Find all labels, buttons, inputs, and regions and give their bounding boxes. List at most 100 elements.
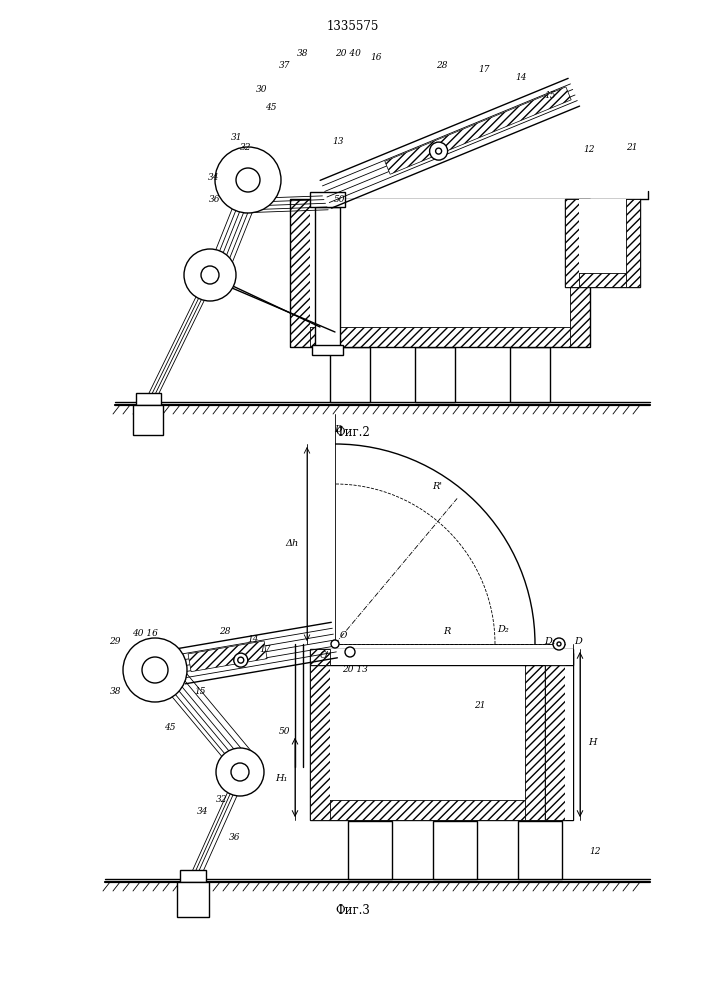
Circle shape xyxy=(553,638,565,650)
Text: 29: 29 xyxy=(110,638,121,647)
Bar xyxy=(545,649,565,665)
Text: 12: 12 xyxy=(583,145,595,154)
Text: 45: 45 xyxy=(265,104,276,112)
Bar xyxy=(433,821,477,879)
Bar xyxy=(525,665,545,820)
Text: 14: 14 xyxy=(247,636,259,645)
Circle shape xyxy=(345,647,355,657)
Text: 17: 17 xyxy=(259,646,271,654)
Circle shape xyxy=(236,168,260,192)
Polygon shape xyxy=(385,87,571,174)
Text: 12: 12 xyxy=(589,848,601,856)
Bar xyxy=(310,649,330,665)
Bar xyxy=(415,347,455,402)
Bar xyxy=(565,653,573,820)
Text: 37: 37 xyxy=(279,62,291,70)
Bar xyxy=(290,199,590,347)
Bar xyxy=(330,649,553,665)
Text: H₁: H₁ xyxy=(275,774,287,783)
Circle shape xyxy=(331,640,339,648)
Bar xyxy=(310,649,573,665)
Bar xyxy=(312,345,343,355)
Text: 21: 21 xyxy=(474,700,486,710)
Text: 38: 38 xyxy=(110,688,122,696)
Text: 38: 38 xyxy=(297,49,309,58)
Circle shape xyxy=(231,763,249,781)
Text: 31: 31 xyxy=(231,132,243,141)
Bar xyxy=(180,870,206,882)
Bar xyxy=(310,192,345,207)
Text: D₂: D₂ xyxy=(497,624,509,634)
Bar xyxy=(330,665,525,800)
Circle shape xyxy=(184,249,236,301)
Bar xyxy=(579,199,626,273)
Text: 34: 34 xyxy=(197,808,209,816)
Bar xyxy=(545,653,573,820)
Text: 45: 45 xyxy=(164,724,176,732)
Text: 13: 13 xyxy=(332,137,344,146)
Text: 17: 17 xyxy=(478,66,490,75)
Text: Фиг.2: Фиг.2 xyxy=(336,426,370,440)
Circle shape xyxy=(430,142,448,160)
Bar xyxy=(290,327,590,347)
Text: 1335575: 1335575 xyxy=(327,19,379,32)
Bar xyxy=(518,821,562,879)
Text: 50: 50 xyxy=(334,196,346,205)
Text: 50: 50 xyxy=(279,728,291,736)
Text: 28: 28 xyxy=(436,60,448,70)
Text: 21: 21 xyxy=(626,142,638,151)
Text: 15: 15 xyxy=(194,688,206,696)
Text: 32: 32 xyxy=(216,796,228,804)
Text: 20 13: 20 13 xyxy=(342,666,368,674)
Circle shape xyxy=(123,638,187,702)
Bar xyxy=(310,199,570,327)
Bar xyxy=(310,665,545,820)
Bar xyxy=(133,405,163,435)
Bar xyxy=(570,199,590,347)
Circle shape xyxy=(215,147,281,213)
Bar xyxy=(177,882,209,917)
Bar xyxy=(348,821,392,879)
Text: D: D xyxy=(334,424,342,434)
Circle shape xyxy=(216,748,264,796)
Text: 20 40: 20 40 xyxy=(335,48,361,57)
Bar xyxy=(510,347,550,402)
Text: Фиг.3: Фиг.3 xyxy=(336,904,370,916)
Polygon shape xyxy=(188,641,267,672)
Text: O': O' xyxy=(320,652,330,660)
Bar xyxy=(626,199,640,287)
Text: H: H xyxy=(588,738,596,747)
Text: 36: 36 xyxy=(209,196,221,205)
Circle shape xyxy=(201,266,219,284)
Text: 15: 15 xyxy=(544,91,556,100)
Text: 36: 36 xyxy=(229,832,241,842)
Bar xyxy=(136,393,161,405)
Text: 34: 34 xyxy=(209,172,220,182)
Bar xyxy=(525,649,573,665)
Text: 28: 28 xyxy=(219,628,230,637)
Circle shape xyxy=(557,642,561,646)
Text: 14: 14 xyxy=(515,74,527,83)
Text: 40 16: 40 16 xyxy=(132,629,158,638)
Bar xyxy=(330,347,370,402)
Text: Δh: Δh xyxy=(286,540,298,548)
Bar xyxy=(565,199,579,287)
Text: D: D xyxy=(574,637,582,646)
Circle shape xyxy=(142,657,168,683)
Text: D₁: D₁ xyxy=(544,637,556,646)
Text: O: O xyxy=(339,632,346,641)
Bar xyxy=(315,207,340,347)
Circle shape xyxy=(238,657,244,663)
Text: R: R xyxy=(443,628,450,637)
Text: R': R' xyxy=(432,482,442,491)
Circle shape xyxy=(234,653,247,667)
Text: 30: 30 xyxy=(256,86,268,95)
Bar xyxy=(565,199,640,287)
Bar xyxy=(545,653,565,820)
Bar xyxy=(310,665,330,820)
Bar xyxy=(565,273,640,287)
Bar xyxy=(310,800,545,820)
Text: 16: 16 xyxy=(370,53,382,62)
Circle shape xyxy=(436,148,442,154)
Bar xyxy=(290,199,310,347)
